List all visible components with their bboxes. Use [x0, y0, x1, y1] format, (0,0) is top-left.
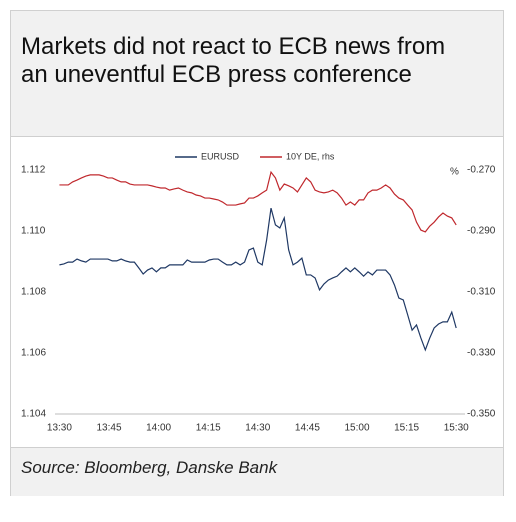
x-tick-label: 13:30	[47, 423, 72, 434]
legend-label: 10Y DE, rhs	[286, 151, 335, 161]
y2-tick-label: -0.310	[467, 287, 496, 298]
x-tick-label: 14:45	[295, 423, 320, 434]
y-tick-label: 1.112	[21, 165, 46, 176]
y-tick-label: 1.110	[21, 226, 46, 237]
x-tick-label: 14:15	[196, 423, 221, 434]
x-tick-label: 13:45	[96, 423, 121, 434]
chart-title: Markets did not react to ECB news from a…	[21, 33, 446, 88]
header: Markets did not react to ECB news from a…	[11, 11, 503, 137]
line-series	[59, 207, 457, 352]
y2-tick-label: -0.330	[467, 348, 496, 359]
y2-tick-label: -0.270	[467, 165, 496, 176]
footer: Source: Bloomberg, Danske Bank	[11, 447, 503, 496]
x-tick-label: 14:00	[146, 423, 171, 434]
x-tick-label: 15:00	[344, 423, 369, 434]
line-series	[59, 170, 457, 233]
y-tick-label: 1.104	[21, 409, 46, 420]
x-tick-label: 15:15	[394, 423, 419, 434]
source: Source: Bloomberg, Danske Bank	[21, 458, 278, 477]
y2-unit: %	[450, 167, 459, 178]
y-tick-label: 1.106	[21, 348, 46, 359]
frame: Markets did not react to ECB news from a…	[10, 10, 504, 496]
y-tick-label: 1.108	[21, 287, 46, 298]
y2-tick-label: -0.350	[467, 409, 496, 420]
x-tick-label: 14:30	[245, 423, 270, 434]
y2-tick-label: -0.290	[467, 226, 496, 237]
legend-label: EURUSD	[201, 151, 240, 161]
x-tick-label: 15:30	[444, 423, 469, 434]
